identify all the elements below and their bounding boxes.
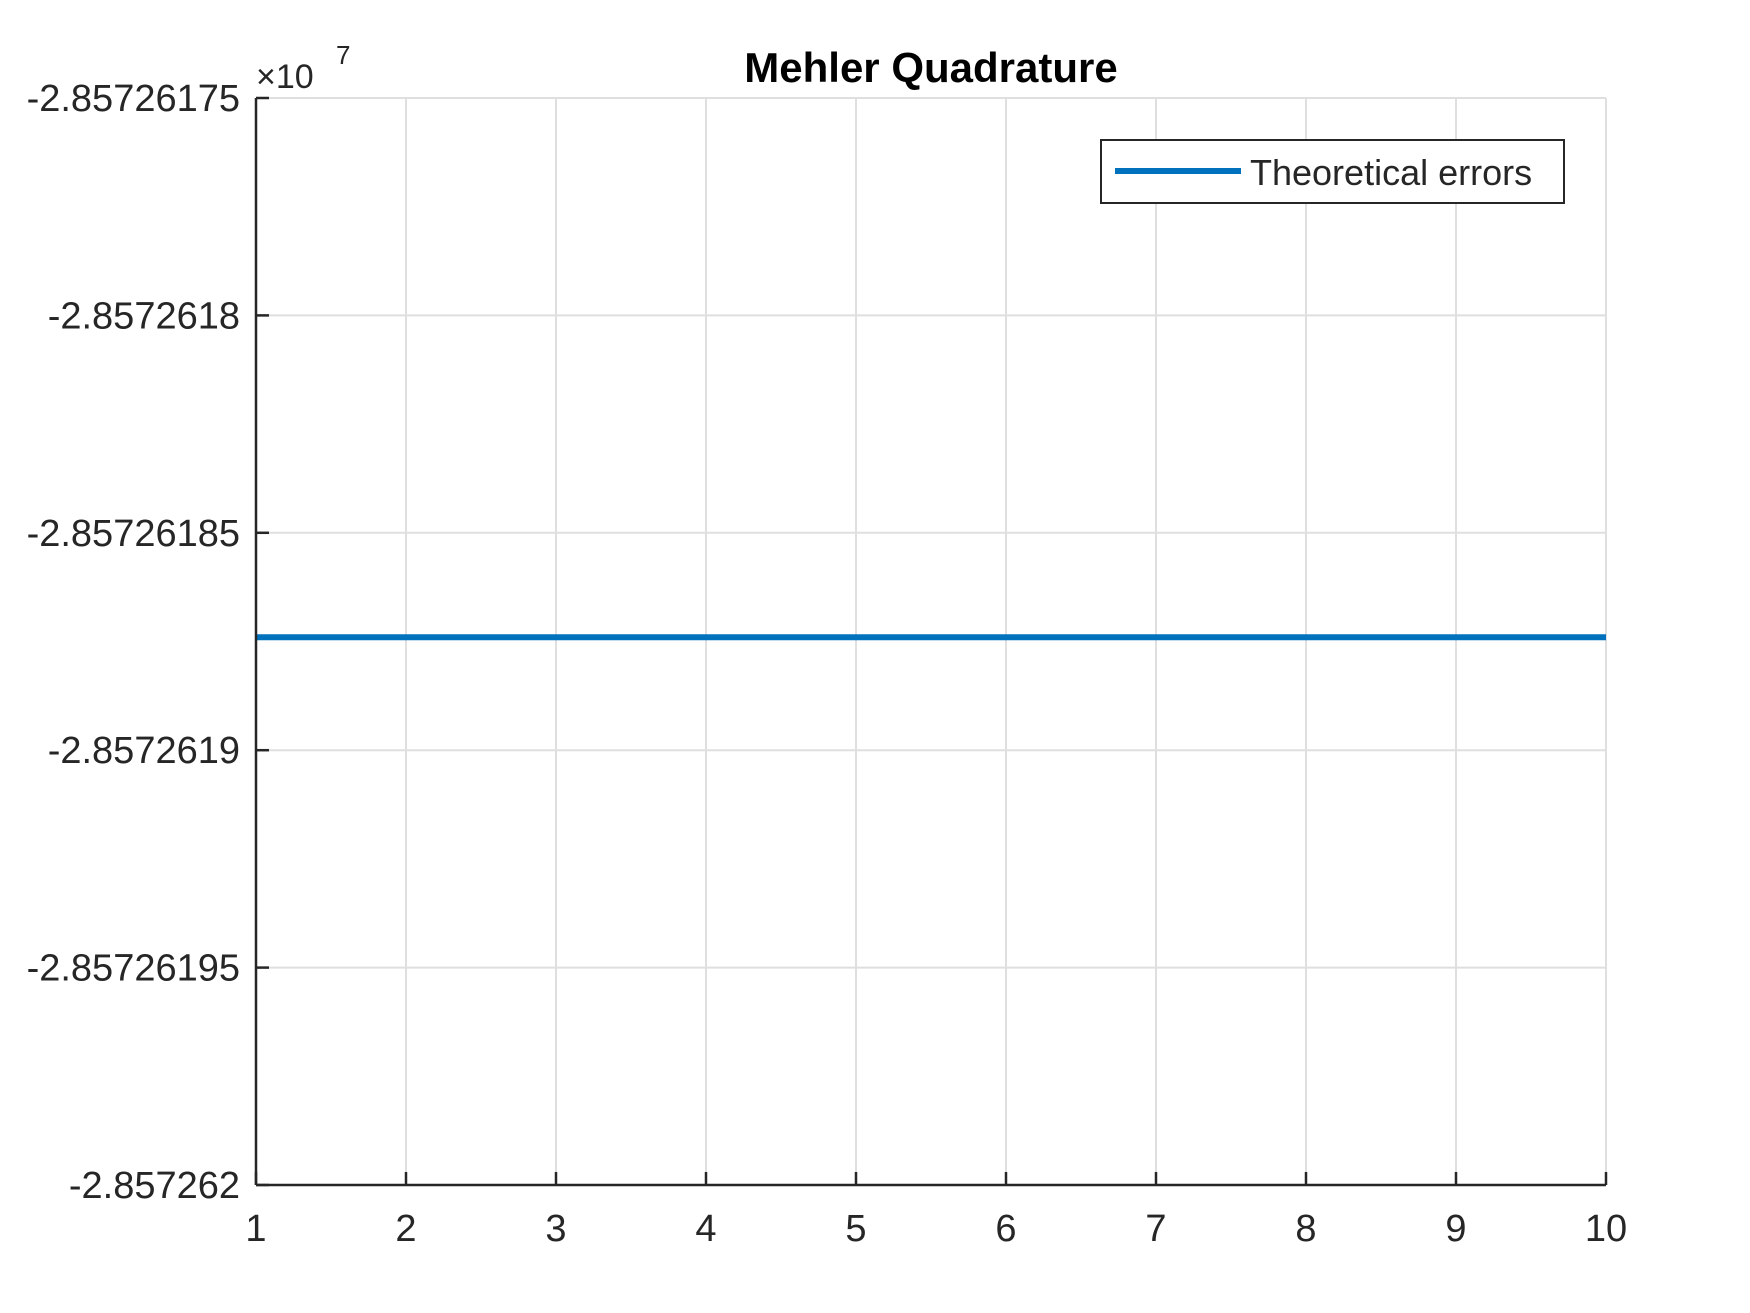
x-tick-label-4: 4 bbox=[695, 1208, 716, 1250]
x-tick-label-7: 7 bbox=[1145, 1208, 1166, 1250]
x-tick-label-8: 8 bbox=[1295, 1208, 1316, 1250]
tick-labels: 1 2 3 4 5 6 7 8 9 10 -2.85726175 -2.8572618 -2.85726… bbox=[27, 78, 1628, 1250]
x-tick-label-3: 3 bbox=[545, 1208, 566, 1250]
y-tick-label-5: -2.85726195 bbox=[27, 948, 240, 990]
x-tick-label-2: 2 bbox=[395, 1208, 416, 1250]
y-tick-label-2: -2.8572618 bbox=[48, 295, 240, 337]
x-tick-label-9: 9 bbox=[1445, 1208, 1466, 1250]
grid bbox=[255, 97, 1607, 1186]
x-tick-label-10: 10 bbox=[1585, 1208, 1627, 1250]
x-tick-label-1: 1 bbox=[245, 1208, 266, 1250]
y-exponent-power: 7 bbox=[336, 40, 350, 70]
legend: Theoretical errors bbox=[1100, 139, 1565, 204]
axes bbox=[254, 96, 1608, 1187]
y-tick-label-1: -2.85726175 bbox=[27, 78, 240, 120]
x-tick-label-6: 6 bbox=[995, 1208, 1016, 1250]
x-tick-label-5: 5 bbox=[845, 1208, 866, 1250]
y-tick-label-4: -2.8572619 bbox=[48, 730, 240, 772]
plot-area bbox=[256, 98, 1606, 1185]
y-exponent-label: ×10 bbox=[256, 58, 314, 96]
y-exponent: ×10 7 bbox=[256, 40, 350, 96]
y-tick-label-3: -2.85726185 bbox=[27, 513, 240, 555]
y-tick-label-6: -2.857262 bbox=[69, 1165, 240, 1207]
chart-title: Mehler Quadrature bbox=[744, 44, 1117, 91]
legend-label: Theoretical errors bbox=[1250, 152, 1532, 193]
